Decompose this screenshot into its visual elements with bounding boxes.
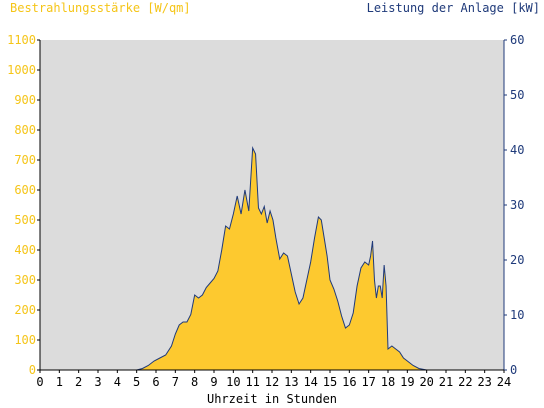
y-left-tick-label: 700	[14, 153, 36, 167]
x-tick-label: 20	[419, 375, 433, 389]
y-left-tick-label: 400	[14, 243, 36, 257]
left-axis-title: Bestrahlungsstärke [W/qm]	[10, 1, 191, 15]
x-tick-label: 18	[381, 375, 395, 389]
x-tick-label: 22	[458, 375, 472, 389]
y-right-tick-label: 10	[510, 308, 524, 322]
y-right-tick-label: 0	[510, 363, 517, 377]
x-tick-label: 8	[191, 375, 198, 389]
x-tick-label: 15	[323, 375, 337, 389]
y-left-tick-label: 200	[14, 303, 36, 317]
x-tick-label: 4	[114, 375, 121, 389]
x-tick-label: 11	[245, 375, 259, 389]
x-tick-label: 24	[497, 375, 511, 389]
x-tick-label: 5	[133, 375, 140, 389]
y-left-tick-label: 900	[14, 93, 36, 107]
y-left-tick-label: 0	[29, 363, 36, 377]
x-axis-title: Uhrzeit in Stunden	[206, 392, 338, 406]
y-left-tick-label: 500	[14, 213, 36, 227]
x-tick-label: 13	[284, 375, 298, 389]
x-tick-label: 12	[265, 375, 279, 389]
y-right-tick-label: 40	[510, 143, 524, 157]
x-tick-label: 19	[400, 375, 414, 389]
x-tick-label: 6	[152, 375, 159, 389]
y-left-tick-label: 800	[14, 123, 36, 137]
chart-marks	[40, 146, 504, 371]
y-right-tick-label: 50	[510, 88, 524, 102]
y-left-tick-label: 300	[14, 273, 36, 287]
y-left-tick-label: 1100	[7, 33, 36, 47]
x-tick-label: 16	[342, 375, 356, 389]
x-tick-label: 17	[361, 375, 375, 389]
x-tick-label: 9	[210, 375, 217, 389]
x-tick-label: 3	[94, 375, 101, 389]
x-tick-label: 1	[56, 375, 63, 389]
right-axis-title: Leistung der Anlage [kW]	[366, 1, 540, 15]
y-right-tick-label: 30	[510, 198, 524, 212]
chart-axes: 0100200300400500600700800900100011000102…	[7, 33, 524, 389]
power-line	[40, 146, 504, 371]
y-right-tick-label: 60	[510, 33, 524, 47]
x-tick-label: 21	[439, 375, 453, 389]
y-left-tick-label: 100	[14, 333, 36, 347]
y-left-tick-label: 1000	[7, 63, 36, 77]
x-tick-label: 7	[172, 375, 179, 389]
x-tick-label: 2	[75, 375, 82, 389]
x-tick-label: 0	[36, 375, 43, 389]
irradiance-area	[40, 148, 504, 370]
x-tick-label: 23	[477, 375, 491, 389]
y-right-tick-label: 20	[510, 253, 524, 267]
x-tick-label: 10	[226, 375, 240, 389]
x-tick-label: 14	[303, 375, 317, 389]
y-left-tick-label: 600	[14, 183, 36, 197]
